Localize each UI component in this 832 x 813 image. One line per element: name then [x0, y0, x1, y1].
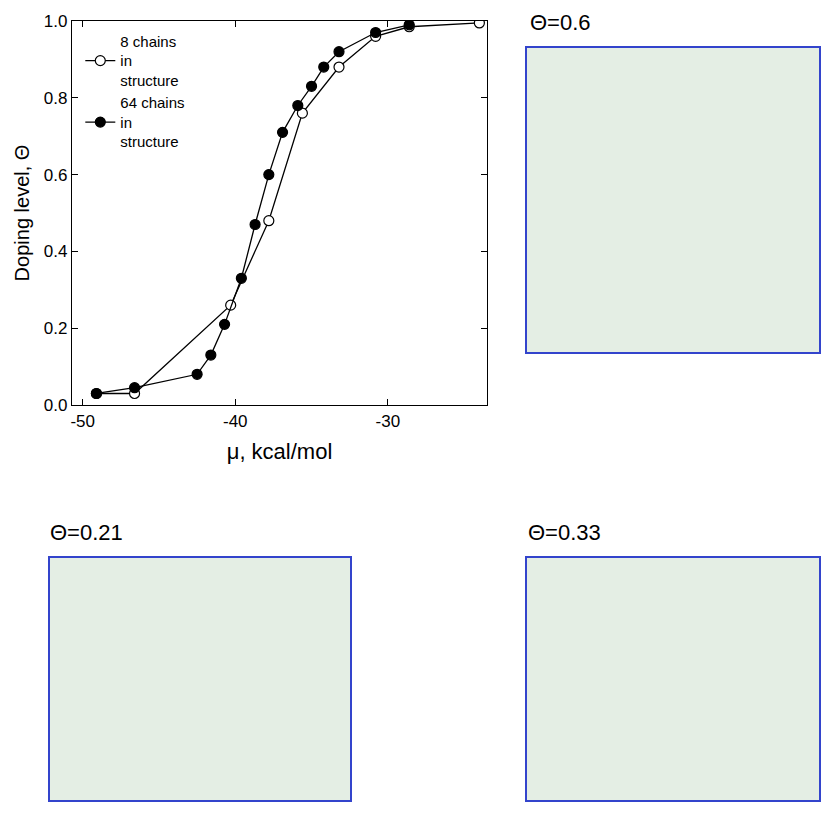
svg-text:Doping level, Θ: Doping level, Θ: [11, 145, 33, 282]
svg-text:-30: -30: [376, 412, 401, 431]
html-text:Θ=0.33: Θ=0.33: [528, 520, 601, 545]
svg-text:0.0: 0.0: [44, 396, 68, 415]
svg-text:μ, kcal/mol: μ, kcal/mol: [227, 439, 333, 464]
svg-text:8 chainsinstructure: 8 chainsinstructure: [120, 33, 178, 89]
svg-text:1.0: 1.0: [44, 12, 68, 31]
svg-text:0.6: 0.6: [44, 166, 68, 185]
html-text:Θ=0.6: Θ=0.6: [530, 10, 591, 35]
svg-text:0.4: 0.4: [44, 242, 68, 261]
svg-text:0.2: 0.2: [44, 319, 68, 338]
svg-text:-50: -50: [70, 412, 95, 431]
svg-text:0.8: 0.8: [44, 89, 68, 108]
svg-text:64 chainsinstructure: 64 chainsinstructure: [120, 94, 184, 150]
svg-text:-40: -40: [223, 412, 248, 431]
html-text:Θ=0.21: Θ=0.21: [50, 520, 123, 545]
